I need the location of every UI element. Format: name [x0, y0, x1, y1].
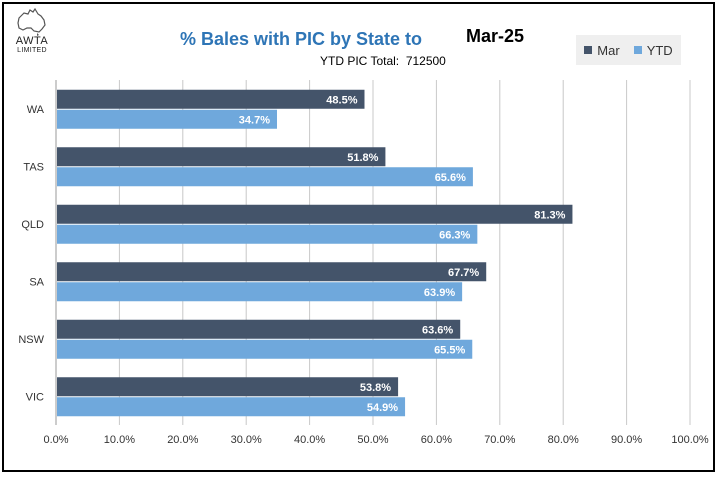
category-label: TAS	[23, 161, 44, 173]
x-tick-label: 90.0%	[611, 434, 642, 446]
bar-ytd	[57, 339, 473, 359]
legend-item-mar: Mar	[584, 42, 620, 58]
x-tick-label: 100.0%	[671, 434, 709, 446]
bar-ytd	[57, 224, 478, 244]
data-label-ytd: 54.9%	[367, 402, 398, 414]
category-label: SA	[29, 276, 44, 288]
bar-ytd	[57, 167, 473, 187]
data-label-mar: 67.7%	[448, 267, 479, 279]
data-label-mar: 53.8%	[360, 382, 391, 394]
category-label: WA	[27, 104, 45, 116]
data-label-mar: 48.5%	[326, 94, 357, 106]
bar-mar	[57, 262, 487, 282]
bar-ytd	[57, 109, 277, 129]
logo-sub: LIMITED	[17, 47, 47, 54]
data-label-mar: 63.6%	[422, 324, 453, 336]
bar-mar	[57, 147, 386, 167]
logo-name: AWTA	[15, 35, 49, 47]
bar-mar	[57, 204, 573, 224]
x-tick-label: 0.0%	[43, 434, 68, 446]
legend-label-ytd: YTD	[646, 42, 673, 58]
x-tick-label: 20.0%	[167, 434, 198, 446]
legend-label-mar: Mar	[597, 42, 620, 58]
data-label-ytd: 66.3%	[439, 229, 470, 241]
legend-swatch-mar	[584, 46, 593, 54]
data-label-ytd: 34.7%	[239, 114, 270, 126]
chart-title: % Bales with PIC by State to	[180, 29, 423, 49]
bar-ytd	[57, 397, 406, 417]
data-label-ytd: 65.5%	[434, 344, 465, 356]
bar-mar	[57, 89, 365, 109]
x-tick-label: 10.0%	[104, 434, 135, 446]
chart-subtitle: YTD PIC Total: 712500	[320, 54, 446, 68]
bar-mar	[57, 377, 399, 397]
subtitle-value: 712500	[405, 54, 446, 68]
data-label-ytd: 65.6%	[435, 172, 466, 184]
category-label: VIC	[26, 391, 44, 403]
x-tick-label: 40.0%	[294, 434, 325, 446]
data-label-ytd: 63.9%	[424, 287, 455, 299]
bar-ytd	[57, 282, 463, 302]
x-tick-label: 30.0%	[231, 434, 262, 446]
category-label: QLD	[21, 219, 44, 231]
data-label-mar: 81.3%	[534, 209, 565, 221]
awta-logo: AWTA LIMITED	[8, 6, 56, 66]
x-tick-label: 50.0%	[357, 434, 388, 446]
category-label: NSW	[18, 334, 44, 346]
legend-item-ytd: YTD	[633, 42, 673, 58]
bar-mar	[57, 319, 461, 339]
subtitle-label: YTD PIC Total:	[320, 54, 400, 68]
australia-map-icon	[17, 7, 46, 36]
legend-swatch-ytd	[633, 46, 642, 54]
x-tick-label: 60.0%	[421, 434, 452, 446]
x-tick-label: 80.0%	[548, 434, 579, 446]
x-tick-label: 70.0%	[484, 434, 515, 446]
data-label-mar: 51.8%	[347, 152, 378, 164]
chart-period: Mar-25	[466, 26, 525, 46]
chart-legend: Mar YTD	[576, 35, 681, 65]
